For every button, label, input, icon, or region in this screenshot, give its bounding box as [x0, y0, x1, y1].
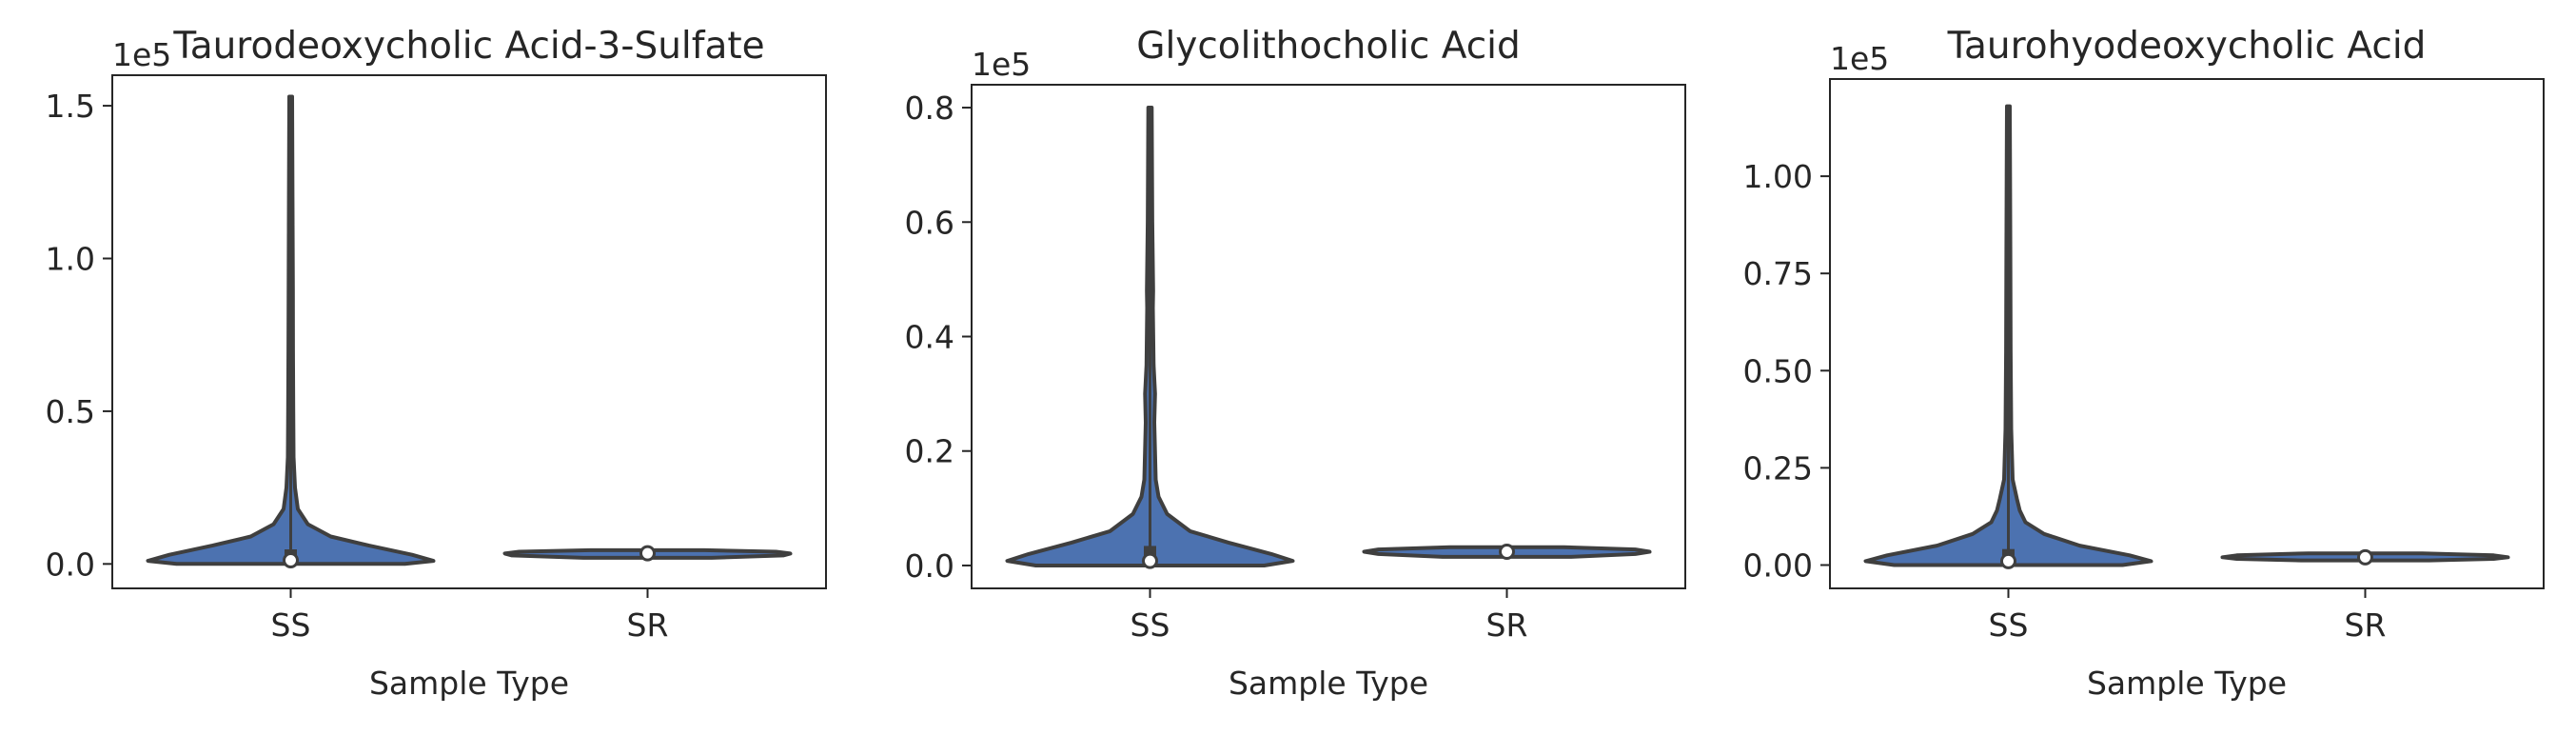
x-tick-label-sr: SR: [627, 606, 669, 644]
y-tick-label: 0.4: [905, 319, 954, 356]
chart-panel-2: 0.0 0.2 0.4 0.6 0.8 SS SR Sample Type 1e5 Glycoli…: [905, 25, 1686, 702]
median-dot-ss: [283, 551, 299, 568]
y-tick-label: 0.25: [1743, 449, 1813, 487]
x-tick-label-ss: SS: [1131, 606, 1170, 644]
x-tick-label-ss: SS: [1989, 606, 2029, 644]
x-axis-label: Sample Type: [369, 665, 569, 702]
median-dot-ss: [2000, 552, 2016, 569]
y-tick-label: 0.75: [1743, 255, 1813, 292]
y-tick-label: 0.0: [46, 546, 95, 583]
y-tick-label: 1.00: [1743, 158, 1813, 195]
scale-offset-label: 1e5: [112, 36, 171, 73]
x-axis-label: Sample Type: [1229, 665, 1428, 702]
median-dot-sr: [2357, 548, 2373, 566]
y-tick-label: 0.6: [905, 204, 954, 241]
chart-panel-1: 0.0 0.5 1.0 1.5 SS SR Sample Type 1e5 Taurodeoxy…: [46, 25, 827, 702]
median-dot-ss: [1142, 552, 1158, 569]
median-dot-sr: [1499, 544, 1515, 561]
chart-title: Taurodeoxycholic Acid-3-Sulfate: [172, 25, 764, 68]
median-dot-sr: [639, 545, 656, 562]
chart-title: Taurohyodeoxycholic Acid: [1947, 25, 2427, 68]
y-tick-label: 1.5: [46, 88, 95, 125]
y-tick-label: 0.00: [1743, 546, 1813, 584]
scale-offset-label: 1e5: [1830, 40, 1889, 77]
scale-offset-label: 1e5: [972, 46, 1031, 83]
y-tick-label: 0.50: [1743, 352, 1813, 389]
x-tick-label-sr: SR: [2345, 606, 2387, 644]
x-tick-label-sr: SR: [1486, 606, 1528, 644]
chart-panel-3: 0.00 0.25 0.50 0.75 1.00 SS SR Sample Type 1e5 Ta…: [1743, 25, 2545, 702]
x-axis-label: Sample Type: [2087, 665, 2287, 702]
y-tick-label: 1.0: [46, 241, 95, 278]
y-tick-label: 0.8: [905, 89, 954, 127]
y-tick-label: 0.0: [905, 547, 954, 585]
plot-frame: [971, 84, 1686, 589]
y-tick-label: 0.5: [46, 393, 95, 430]
y-tick-label: 0.2: [905, 433, 954, 470]
x-tick-label-ss: SS: [271, 606, 311, 644]
chart-title: Glycolithocholic Acid: [1136, 25, 1521, 68]
plot-frame: [1829, 78, 2545, 589]
plot-frame: [111, 74, 827, 589]
